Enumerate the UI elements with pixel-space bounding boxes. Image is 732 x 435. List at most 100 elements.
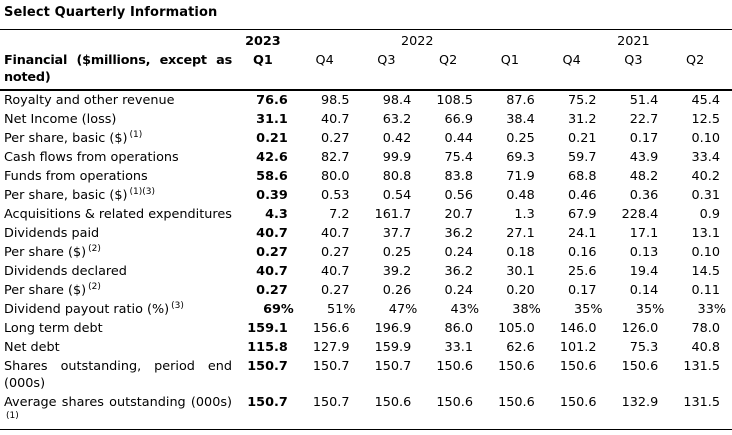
value-cell: 59.7: [568, 150, 597, 165]
value-cell: 0.20: [506, 283, 535, 298]
value-cell: 146.0: [559, 321, 597, 336]
quarter-header-6-q3: Q3: [608, 51, 671, 91]
value-cell: 39.2: [382, 264, 412, 279]
value-cell: 17.1: [629, 226, 659, 241]
value-cell: 0.11: [691, 283, 721, 298]
row-label: Cash flows from operations: [4, 150, 179, 165]
value-cell: 150.6: [621, 359, 659, 374]
value-cell: 22.7: [629, 112, 659, 127]
year-header-row: 2023 2022 2021: [0, 30, 732, 52]
value-cell: 0.27: [321, 245, 350, 260]
table-row: Dividends paid 40.7 40.7 37.7 36.2 27.1 24.1 17…: [0, 224, 732, 243]
value-cell: 42.6: [256, 150, 288, 165]
value-cell: 30.1: [506, 264, 535, 279]
value-cell: 63.2: [382, 112, 412, 127]
value-cell: 0.26: [382, 283, 412, 298]
row-label-cell: Funds from operations: [0, 167, 238, 186]
row-label-cell: Dividends declared: [0, 262, 238, 281]
row-label: Long term debt: [4, 321, 103, 336]
value-cell: 7.2: [329, 207, 350, 222]
value-cell: 37.7: [382, 226, 412, 241]
value-cell: 0.48: [506, 188, 535, 203]
row-label-cell: Long term debt: [0, 319, 238, 338]
value-cell: 126.0: [621, 321, 659, 336]
value-cell: 0.24: [444, 283, 474, 298]
row-label-cell: Net debt: [0, 338, 238, 357]
value-cell: 51%: [327, 302, 356, 317]
value-cell: 40.7: [321, 264, 350, 279]
value-cell: 0.42: [382, 131, 412, 146]
footnote-marker: (2): [88, 243, 101, 254]
value-cell: 67.9: [568, 207, 597, 222]
row-label: Per share ($): [4, 245, 87, 260]
value-cell: 69%: [263, 302, 294, 317]
value-cell: 0.44: [444, 131, 474, 146]
row-label: Shares outstanding, period end (000s): [4, 359, 232, 391]
value-cell: 228.4: [621, 207, 659, 222]
value-cell: 150.7: [374, 359, 412, 374]
value-cell: 68.8: [568, 169, 597, 184]
value-cell: 0.16: [568, 245, 597, 260]
value-cell: 0.27: [321, 283, 350, 298]
quarter-header-row: Financial ($millions, except as noted) Q…: [0, 51, 732, 91]
value-cell: 159.9: [374, 340, 412, 355]
value-cell: 33.4: [691, 150, 721, 165]
footnote-marker: (1)(3): [129, 186, 156, 197]
value-cell: 40.7: [256, 226, 288, 241]
table-body: Royalty and other revenue 76.6 98.5 98.4 108…: [0, 90, 732, 430]
footnote-marker: (3): [171, 300, 184, 311]
table-row: Net Income (loss) 31.1 40.7 63.2 66.9 38.4 31.…: [0, 110, 732, 129]
value-cell: 161.7: [374, 207, 412, 222]
table-row: Acquisitions & related expenditures 4.3 7.…: [0, 205, 732, 224]
row-label-cell: Per share, basic ($) (1)(3): [0, 186, 238, 205]
value-cell: 0.13: [629, 245, 659, 260]
value-cell: 0.53: [321, 188, 350, 203]
value-cell: 78.0: [691, 321, 721, 336]
value-cell: 51.4: [629, 93, 659, 108]
value-cell: 0.56: [444, 188, 474, 203]
value-cell: 40.8: [691, 340, 721, 355]
quarter-header-2-q3: Q3: [361, 51, 424, 91]
value-cell: 36.2: [444, 226, 474, 241]
footnote-marker: (2): [88, 281, 101, 292]
value-cell: 47%: [388, 302, 418, 317]
row-label-cell: Per share, basic ($) (1): [0, 129, 238, 148]
table-row: Per share ($) (2) 0.27 0.27 0.26 0.24 0.20 0.17…: [0, 281, 732, 300]
value-cell: 82.7: [321, 150, 350, 165]
year-header-2022: 2022: [400, 34, 434, 49]
value-cell: 62.6: [506, 340, 535, 355]
table-row: Per share ($) (2) 0.27 0.27 0.25 0.24 0.18 0.16…: [0, 243, 732, 262]
table-row: Net debt 115.8 127.9 159.9 33.1 62.6 101.2 75.3…: [0, 338, 732, 357]
value-cell: 0.31: [691, 188, 721, 203]
row-label: Per share, basic ($): [4, 188, 128, 203]
value-cell: 150.7: [247, 395, 288, 410]
value-cell: 108.5: [436, 93, 473, 108]
value-cell: 75.3: [629, 340, 659, 355]
table-row: Royalty and other revenue 76.6 98.5 98.4 108…: [0, 90, 732, 110]
value-cell: 0.54: [382, 188, 412, 203]
value-cell: 0.39: [256, 188, 288, 203]
value-cell: 0.10: [691, 245, 721, 260]
table-row: Long term debt 159.1 156.6 196.9 86.0 105.0 14…: [0, 319, 732, 338]
row-label: Dividends declared: [4, 264, 127, 279]
value-cell: 150.6: [559, 359, 597, 374]
table-header: 2023 2022 2021 Financial ($millions, excep…: [0, 30, 732, 91]
value-cell: 38%: [512, 302, 541, 317]
table-row: Cash flows from operations 42.6 82.7 99.9 75…: [0, 148, 732, 167]
row-label: Funds from operations: [4, 169, 148, 184]
value-cell: 150.7: [312, 359, 350, 374]
value-cell: 0.27: [256, 283, 288, 298]
value-cell: 75.4: [444, 150, 474, 165]
value-cell: 33%: [697, 302, 726, 317]
value-cell: 0.14: [629, 283, 659, 298]
row-label: Dividend payout ratio (%): [4, 302, 170, 317]
row-label-cell: Per share ($) (2): [0, 243, 238, 262]
value-cell: 71.9: [506, 169, 535, 184]
value-cell: 0.21: [256, 131, 288, 146]
value-cell: 127.9: [312, 340, 350, 355]
table-row: Dividend payout ratio (%) (3) 69% 51% 47% 43%…: [0, 300, 732, 319]
value-cell: 150.6: [559, 395, 597, 410]
value-cell: 45.4: [691, 93, 721, 108]
value-cell: 69.3: [506, 150, 535, 165]
